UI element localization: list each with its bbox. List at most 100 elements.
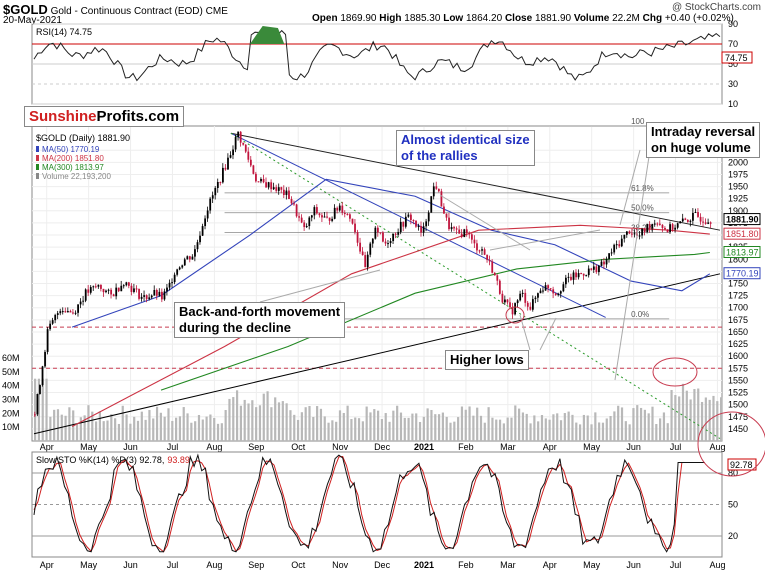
volume-bar [293, 414, 296, 441]
price-candle-body [425, 221, 428, 227]
price-candle-body [430, 196, 433, 213]
volume-bar [243, 399, 246, 441]
price-xtick-label: Sep [248, 442, 264, 452]
volume-bar [53, 409, 56, 441]
volume-bar [567, 411, 570, 441]
price-xtick-label: Aug [206, 442, 222, 452]
volume-bar [182, 407, 185, 441]
price-candle-body [643, 228, 646, 232]
callout-pointer [259, 269, 381, 303]
volume-bar [205, 416, 208, 441]
volume-bar [662, 412, 666, 441]
callout-reversal-line1: Intraday reversal [651, 124, 756, 139]
price-xtick-label: Apr [40, 442, 54, 452]
price-candle-body [565, 277, 567, 285]
price-candle-body [222, 167, 224, 183]
price-candle-body [537, 293, 539, 298]
close-value: 1881.90 [534, 13, 572, 24]
volume-bar [430, 409, 433, 441]
price-candle-body [389, 241, 392, 244]
price-value-tag-label: 1770.19 [726, 269, 759, 279]
volume-bar [437, 414, 441, 441]
price-candle-body [585, 275, 588, 277]
volume-bar [159, 412, 162, 441]
volume-bar [94, 421, 98, 441]
volume-bar [331, 420, 334, 441]
sunshine-profits-logo: SunshineProfits.com [24, 106, 185, 127]
volume-bar [468, 406, 471, 441]
price-candle-body [460, 233, 463, 238]
price-candle-body [34, 414, 36, 416]
price-candle-body [361, 251, 364, 256]
price-tick-label: 1675 [728, 315, 748, 325]
price-candle-body [178, 267, 181, 270]
volume-bar [327, 422, 330, 441]
volume-bar [495, 419, 498, 441]
volume-bar [239, 405, 242, 441]
price-candle-body [143, 295, 146, 297]
price-candle-body [366, 254, 369, 268]
price-candle-body [420, 226, 422, 233]
volume-bar [266, 391, 269, 441]
volume-bar [586, 415, 589, 441]
price-candle-body [435, 186, 438, 189]
price-candle-body [183, 259, 186, 266]
volume-bar [441, 412, 444, 441]
volume-bar [190, 422, 193, 441]
stoch-xtick-label: Jun [626, 560, 641, 570]
price-candle-body [623, 234, 626, 239]
ma-line-2 [160, 251, 710, 391]
price-xtick-label: Feb [458, 442, 474, 452]
volume-bar [91, 411, 94, 441]
rsi-overbought-fill [249, 26, 285, 44]
volume-bar [232, 397, 235, 441]
price-candle-body [392, 233, 395, 242]
price-candle-body [262, 178, 265, 183]
volume-bar [255, 407, 258, 441]
volume-bar [155, 406, 159, 441]
price-candle-body [598, 265, 600, 273]
price-candle-body [153, 289, 156, 296]
price-candle-body [338, 205, 341, 211]
price-candle-body [633, 233, 636, 235]
callout-reversal-line2: on huge volume [651, 140, 751, 155]
price-candle-body [308, 217, 311, 227]
volume-bar [342, 412, 345, 441]
volume-bar [125, 414, 128, 441]
price-candle-body [674, 227, 677, 230]
ellipse-right [697, 411, 765, 477]
logo-part2: Profits.com [96, 108, 180, 125]
volume-bar [559, 420, 563, 441]
price-candle-body [544, 285, 547, 291]
price-candle-body [659, 223, 661, 225]
price-candle-body [547, 285, 550, 289]
volume-bar [407, 417, 410, 441]
price-candle-body [227, 157, 229, 170]
price-candle-body [570, 276, 572, 280]
price-candle-body [326, 216, 328, 218]
stoch-xtick-label: Aug [206, 560, 222, 570]
price-candle-body [100, 284, 102, 289]
low-label: Low [443, 13, 464, 24]
stoch-title-d: 93.89 [167, 455, 190, 465]
price-candle-body [145, 295, 148, 299]
close-label: Close [504, 13, 533, 24]
volume-bar [37, 378, 41, 441]
price-tick-label: 1925 [728, 194, 748, 204]
price-candle-body [56, 313, 59, 315]
volume-bar [651, 406, 654, 441]
price-candle-body [618, 244, 621, 247]
stoch-xtick-label: Jul [670, 560, 682, 570]
price-candle-body [669, 224, 671, 233]
rsi-tick-label: 90 [728, 19, 738, 29]
price-candle-body [44, 351, 46, 367]
volume-bar [140, 411, 143, 441]
volume-bar [335, 421, 338, 441]
price-candle-body [592, 266, 595, 270]
price-candle-body [587, 268, 590, 276]
stoch-value-label: 92.78 [730, 460, 753, 470]
volume-bar [251, 400, 254, 441]
volume-bar [171, 420, 174, 441]
stoch-xtick-label: Apr [40, 560, 54, 570]
volume-bar [34, 378, 37, 441]
